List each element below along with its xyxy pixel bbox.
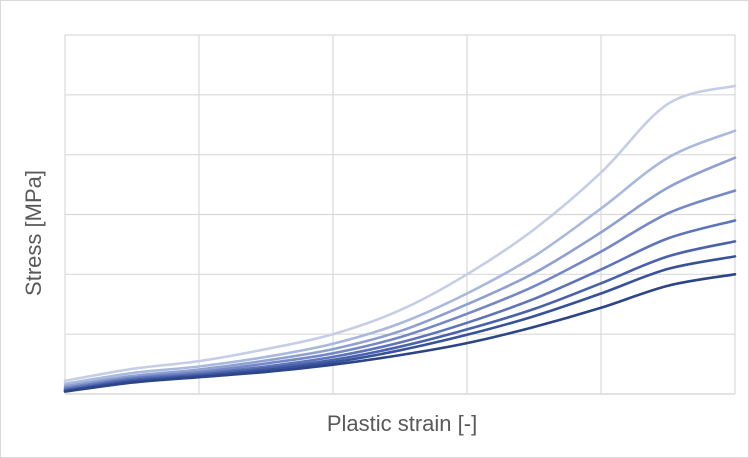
gridlines — [64, 34, 736, 395]
x-axis-label: Plastic strain [-] — [327, 411, 477, 436]
y-axis-label: Stress [MPa] — [21, 170, 46, 296]
series-line-3 — [63, 156, 737, 388]
series-line-6 — [63, 240, 737, 392]
series-line-1 — [63, 84, 737, 383]
series-line-8 — [63, 273, 737, 393]
series-line-2 — [63, 129, 737, 386]
series-line-4 — [63, 189, 737, 390]
series-lines — [63, 84, 737, 393]
